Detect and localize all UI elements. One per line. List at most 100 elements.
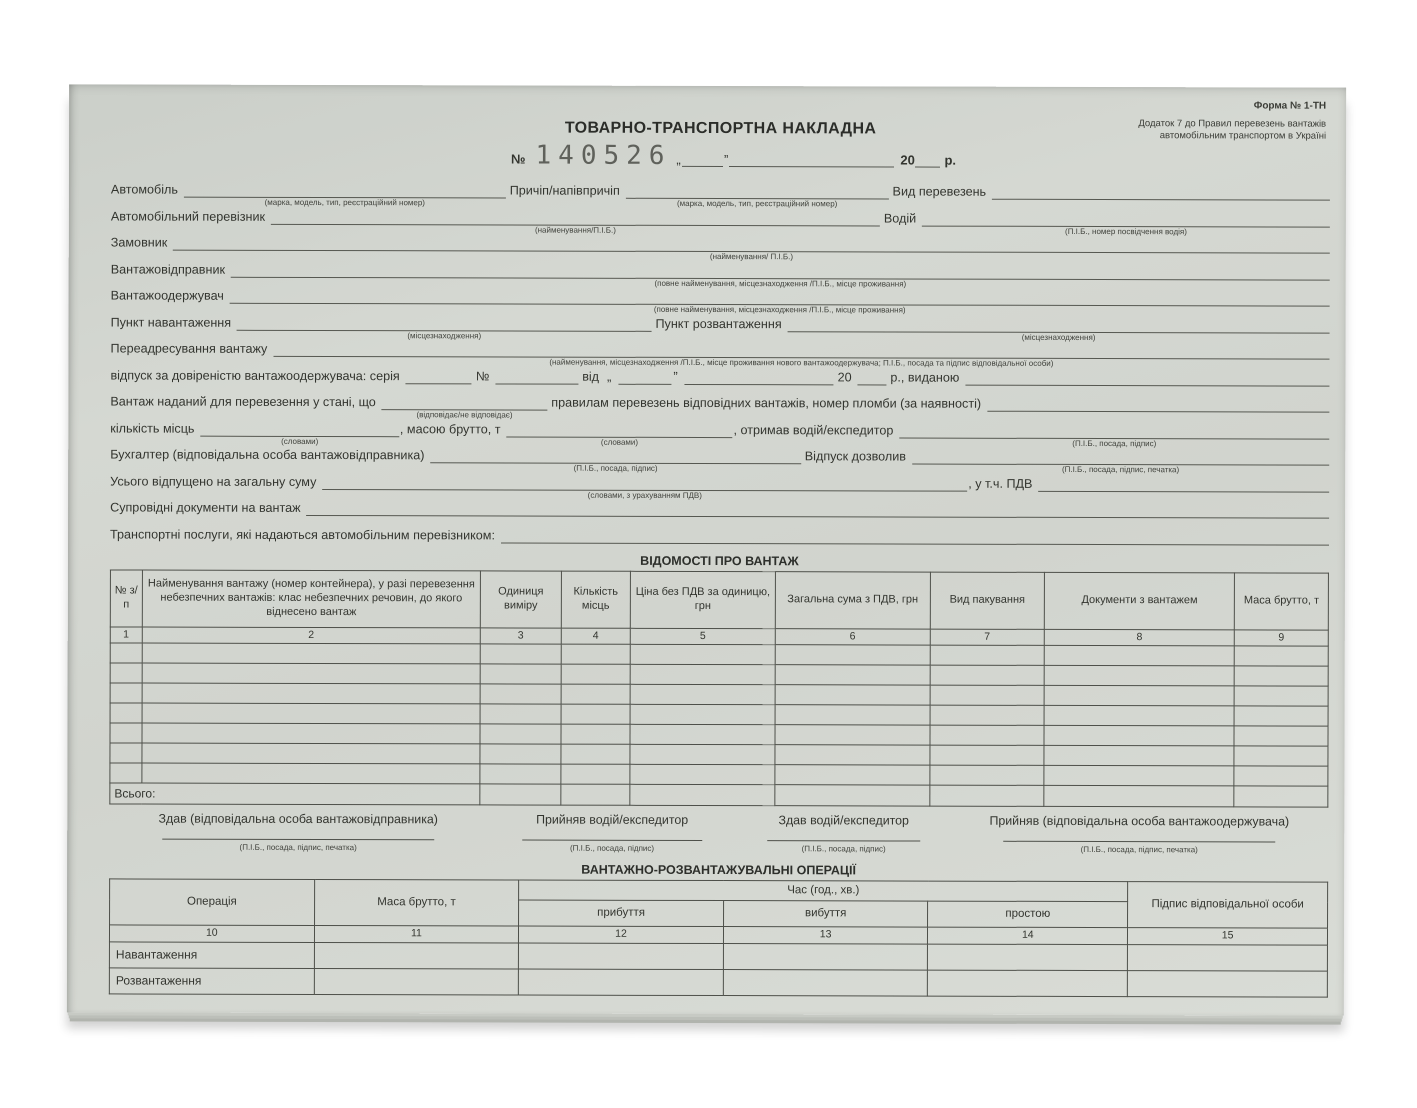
input-line-release-permitted: (П.І.Б., посада, підпис, печатка) (911, 448, 1330, 474)
col-header-documents: Документи з вантажем (1044, 572, 1235, 630)
cargo-info-table: № з/п Найменування вантажу (номер контей… (109, 569, 1329, 808)
label-carrier: Автомобільний перевізник (110, 208, 266, 224)
ops-header-group-row: Операція Маса брутто, т Час (год., хв.) … (109, 878, 1328, 929)
col-num: 6 (775, 628, 930, 646)
col-header-rownum: № з/п (110, 569, 143, 628)
col-num: 4 (560, 628, 631, 645)
operations-table-title: ВАНТАЖНО-РОЗВАНТАЖУВАЛЬНІ ОПЕРАЦІЇ (581, 862, 857, 878)
date-close-quote: ” (724, 152, 729, 168)
attorney-close-quote: ” (673, 368, 678, 384)
label-received-driver: , отримав водій/експедитор (733, 422, 894, 437)
input-line-vat (1038, 475, 1330, 493)
label-total-sum: Усього відпущено на загальну суму (110, 473, 317, 489)
signature-sublabel: (П.І.Б., посада, підпис) (570, 843, 655, 853)
col-header-idle: простою (927, 901, 1128, 928)
attorney-open-quote: „ (607, 368, 612, 384)
signature-consignee: Прийняв (відповідальна особа вантажоодер… (950, 814, 1328, 855)
input-line-transport-services (500, 526, 1330, 546)
label-places-count: кількість місць (110, 420, 195, 436)
document-number: 140526 (535, 140, 672, 171)
form-code: Форма № 1-ТН (1253, 100, 1327, 112)
label-consignee: Вантажоодержувач (110, 288, 224, 303)
signature-line (766, 832, 921, 842)
signature-sublabel: (П.І.Б., посада, підпис) (801, 844, 886, 854)
input-line-consignee: (повне найменування, місцезнаходження /П… (229, 287, 1330, 315)
attorney-issued-label: р., виданою (890, 369, 960, 385)
col-header-total-vat: Загальна сума з ПДВ, грн (775, 571, 931, 630)
input-line-cargo-state: (відповідає/не відповідає) (381, 394, 548, 419)
input-line-received-driver: (П.І.Б., посада, підпис) (899, 422, 1330, 448)
col-num: 7 (929, 629, 1045, 646)
sublabel: (місцезнаходження) (1021, 332, 1096, 342)
input-line-transport-type (992, 183, 1330, 201)
field-row-quantity: кількість місць (словами) , масою брутто… (110, 420, 1330, 448)
input-line-unloading-point: (місцезнаходження) (787, 315, 1330, 342)
label-trailer: Причіп/напівпричіп (509, 183, 620, 198)
signature-line (162, 830, 435, 841)
input-line-attorney-month (684, 368, 834, 385)
col-num: 12 (518, 926, 724, 944)
cargo-table-title: ВІДОМОСТІ ПРО ВАНТАЖ (640, 553, 799, 569)
label-vat: , у т.ч. ПДВ (968, 476, 1033, 491)
number-sign: № (511, 151, 526, 167)
sublabel: (найменування/П.І.Б.) (534, 225, 616, 235)
waybill-form-paper: Форма № 1-ТН Додаток 7 до Правил перевез… (66, 84, 1347, 1016)
col-header-gross-mass: Маса брутто, т (1234, 572, 1329, 631)
cargo-total-label: Всього: (109, 782, 481, 805)
col-header-mass: Маса брутто, т (314, 879, 519, 927)
sublabel: (марка, модель, тип, реєстраційний номер… (264, 197, 425, 208)
label-loading-point: Пункт навантаження (110, 314, 232, 330)
sublabel: (П.І.Б., посада, підпис) (1072, 438, 1157, 448)
col-header-signature: Підпис відповідальної особи (1127, 881, 1328, 929)
year-blank (914, 166, 941, 168)
field-row-customer: Замовник (найменування/ П.І.Б.) (111, 234, 1330, 261)
input-line-attorney-series (405, 367, 472, 384)
ops-row-loading: Навантаження (109, 941, 1328, 972)
col-header-arrival: прибуття (518, 900, 724, 927)
label-attorney-from: від (582, 369, 600, 384)
field-row-cargo-state: Вантаж наданий для перевезення у стані, … (110, 393, 1330, 419)
input-line-attorney-year (857, 368, 887, 385)
sublabel: (словами, з урахуванням ПДВ) (587, 490, 702, 500)
col-header-cargo-name: Найменування вантажу (номер контейнера),… (141, 570, 481, 628)
date-month-blank (729, 166, 895, 168)
col-header-packaging: Вид пакування (929, 572, 1045, 630)
date-day-blank (681, 165, 724, 168)
form-code-block: Форма № 1-ТН Додаток 7 до Правил перевез… (1138, 99, 1326, 144)
signature-title: Прийняв (відповідальна особа вантажоодер… (989, 813, 1290, 829)
signature-title: Прийняв водій/експедитор (536, 812, 689, 827)
sublabel: (словами) (600, 437, 639, 447)
ops-row-label: Навантаження (109, 941, 315, 969)
label-vehicle: Автомобіль (110, 182, 178, 197)
input-line-trailer: (марка, модель, тип, реєстраційний номер… (625, 182, 889, 208)
col-header-operation: Операція (109, 878, 315, 926)
signature-line (1003, 832, 1276, 843)
col-num: 5 (630, 628, 776, 645)
ops-row-label: Розвантаження (109, 967, 315, 995)
field-row-transport-services: Транспортні послуги, які надаються автом… (110, 526, 1330, 546)
signature-shipper: Здав (відповідальна особа вантажовідправ… (109, 811, 487, 853)
form-fields: Автомобіль (марка, модель, тип, реєстрац… (110, 181, 1330, 546)
sublabel: (відповідає/не відповідає) (416, 410, 513, 420)
col-num: 10 (109, 924, 315, 943)
label-shipper: Вантажовідправник (110, 261, 226, 277)
year-prefix: 20 (900, 152, 915, 168)
year-suffix: р. (944, 152, 957, 168)
loading-operations-table: Операція Маса брутто, т Час (год., хв.) … (109, 878, 1328, 998)
input-line-total-sum: (словами, з урахуванням ПДВ) (322, 473, 968, 499)
signature-driver-delivered: Здав водій/експедитор (П.І.Б., посада, п… (737, 813, 950, 854)
field-row-accountant: Бухгалтер (відповідальна особа вантажові… (110, 446, 1330, 474)
field-row-accompanying-docs: Супровідні документи на вантаж (110, 499, 1330, 519)
label-gross-mass: , масою брутто, т (399, 421, 501, 436)
label-attorney-series: відпуск за довіреністю вантажоодержувача… (110, 367, 400, 383)
col-num: 14 (927, 927, 1128, 945)
input-line-attorney-issuer (965, 369, 1330, 387)
col-num: 11 (314, 925, 519, 944)
col-num: 3 (480, 627, 561, 645)
input-line-gross-mass: (словами) (506, 420, 733, 446)
input-line-loading-point: (місцезнаходження) (237, 314, 652, 340)
input-line-carrier: (найменування/П.І.Б.) (271, 208, 880, 234)
input-line-seal-number (987, 395, 1330, 413)
col-header-time-group: Час (год., хв.) (518, 880, 1128, 902)
